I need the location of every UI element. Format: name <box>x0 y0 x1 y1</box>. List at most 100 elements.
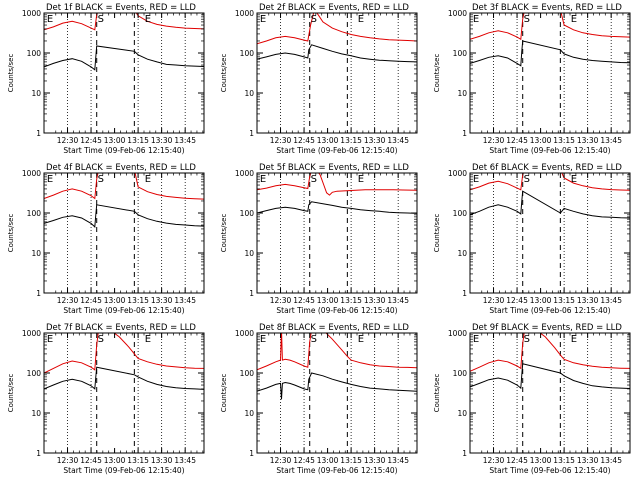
annotation-label: S <box>98 334 104 345</box>
series-group <box>257 173 417 214</box>
y-axis-label: Counts/sec <box>220 54 228 93</box>
x-tick-label: 13:15 <box>340 136 362 145</box>
plot-frame <box>469 12 631 134</box>
panel-title: Det 8f BLACK = Events, RED = LLD <box>259 323 409 333</box>
x-tick-label: 12:45 <box>293 296 315 305</box>
panel-2: Det 2f BLACK = Events, RED = LLD Counts/s… <box>220 3 418 155</box>
x-tick-label: 13:00 <box>104 296 126 305</box>
y-tick-label: 1000 <box>448 329 467 338</box>
y-tick-label: 1000 <box>235 329 254 338</box>
x-tick-label: 13:30 <box>364 456 386 465</box>
x-tick-label: 13:30 <box>577 456 599 465</box>
y-axis-label: Counts/sec <box>7 214 15 253</box>
y-tick-label: 10 <box>457 249 467 258</box>
panel-1: Det 1f BLACK = Events, RED = LLD Counts/s… <box>7 3 205 155</box>
panel-3: Det 3f BLACK = Events, RED = LLD Counts/s… <box>433 3 631 155</box>
x-tick-label: 13:30 <box>151 296 173 305</box>
series-line-black <box>257 44 417 63</box>
panel-title: Det 7f BLACK = Events, RED = LLD <box>46 323 196 333</box>
annotation-label: S <box>311 334 317 345</box>
x-tick-label: 13:15 <box>127 136 149 145</box>
x-axis-label: Start Time (09-Feb-06 12:15:40) <box>489 146 610 155</box>
y-axis-label: Counts/sec <box>433 54 441 93</box>
x-tick-label: 12:30 <box>270 296 292 305</box>
x-tick-label: 13:00 <box>317 136 339 145</box>
y-tick-label: 1000 <box>235 9 254 18</box>
y-tick-label: 1000 <box>448 9 467 18</box>
series-line-red <box>44 333 204 374</box>
y-axis-label: Counts/sec <box>220 214 228 253</box>
y-tick-label: 100 <box>240 209 255 218</box>
panel-title: Det 1f BLACK = Events, RED = LLD <box>46 3 196 13</box>
x-tick-label: 12:45 <box>80 136 102 145</box>
panel-title: Det 5f BLACK = Events, RED = LLD <box>259 163 409 173</box>
annotation-label: S <box>98 14 104 25</box>
x-tick-label: 13:15 <box>340 456 362 465</box>
series-line-red <box>44 173 204 200</box>
series-group <box>257 13 417 63</box>
y-tick-label: 1 <box>36 289 41 298</box>
x-axis-label: Start Time (09-Feb-06 12:15:40) <box>489 306 610 315</box>
y-tick-label: 1000 <box>448 169 467 178</box>
x-axis-label: Start Time (09-Feb-06 12:15:40) <box>489 466 610 475</box>
x-tick-label: 13:00 <box>530 136 552 145</box>
y-tick-label: 10 <box>31 89 41 98</box>
series-line-black <box>44 45 204 71</box>
annotation-label: E <box>358 334 364 345</box>
series-line-black <box>44 204 204 228</box>
x-tick-label: 13:15 <box>340 296 362 305</box>
y-axis-label: Counts/sec <box>433 374 441 413</box>
panel-4: Det 4f BLACK = Events, RED = LLD Counts/s… <box>7 163 205 315</box>
x-tick-label: 12:30 <box>483 136 505 145</box>
series-line-black <box>470 40 630 67</box>
x-tick-label: 13:00 <box>530 296 552 305</box>
annotation-label: E <box>260 14 266 25</box>
panel-9: Det 9f BLACK = Events, RED = LLD Counts/s… <box>433 323 631 475</box>
annotation-label: S <box>524 14 530 25</box>
series-line-red <box>470 333 630 372</box>
y-tick-label: 100 <box>27 49 42 58</box>
panel-5: Det 5f BLACK = Events, RED = LLD Counts/s… <box>220 163 418 315</box>
panel-7: Det 7f BLACK = Events, RED = LLD Counts/s… <box>7 323 205 475</box>
y-tick-label: 10 <box>244 249 254 258</box>
annotation-label: E <box>145 174 151 185</box>
series-group <box>44 13 204 71</box>
y-tick-label: 10 <box>457 409 467 418</box>
series-group <box>44 333 204 390</box>
y-axis-label: Counts/sec <box>433 214 441 253</box>
y-tick-label: 1 <box>462 289 467 298</box>
annotation-label: S <box>311 14 317 25</box>
y-tick-label: 10 <box>31 249 41 258</box>
x-tick-label: 13:45 <box>387 296 409 305</box>
plot-frame <box>469 332 631 454</box>
x-tick-label: 13:45 <box>387 456 409 465</box>
annotation-label: E <box>571 14 577 25</box>
annotation-label: E <box>47 334 53 345</box>
panel-title: Det 3f BLACK = Events, RED = LLD <box>472 3 622 13</box>
y-tick-label: 1 <box>36 129 41 138</box>
annotation-label: E <box>145 334 151 345</box>
x-tick-label: 13:00 <box>530 456 552 465</box>
x-tick-label: 13:45 <box>174 456 196 465</box>
annotation-label: E <box>473 334 479 345</box>
annotation-label: E <box>145 14 151 25</box>
y-tick-label: 100 <box>27 209 42 218</box>
y-tick-label: 1000 <box>22 9 41 18</box>
x-tick-label: 13:15 <box>127 456 149 465</box>
series-line-black <box>44 366 204 390</box>
y-tick-label: 10 <box>244 409 254 418</box>
y-tick-label: 1 <box>249 449 254 458</box>
x-tick-label: 13:30 <box>364 136 386 145</box>
y-axis-label: Counts/sec <box>7 374 15 413</box>
annotation-label: E <box>571 334 577 345</box>
y-tick-label: 100 <box>27 369 42 378</box>
panel-title: Det 4f BLACK = Events, RED = LLD <box>46 163 196 173</box>
x-axis-label: Start Time (09-Feb-06 12:15:40) <box>63 466 184 475</box>
series-group <box>44 173 204 228</box>
y-tick-label: 1 <box>36 449 41 458</box>
panel-title: Det 6f BLACK = Events, RED = LLD <box>472 163 622 173</box>
plot-frame <box>256 12 418 134</box>
x-tick-label: 13:45 <box>174 296 196 305</box>
y-tick-label: 100 <box>240 49 255 58</box>
plot-frame <box>469 172 631 294</box>
